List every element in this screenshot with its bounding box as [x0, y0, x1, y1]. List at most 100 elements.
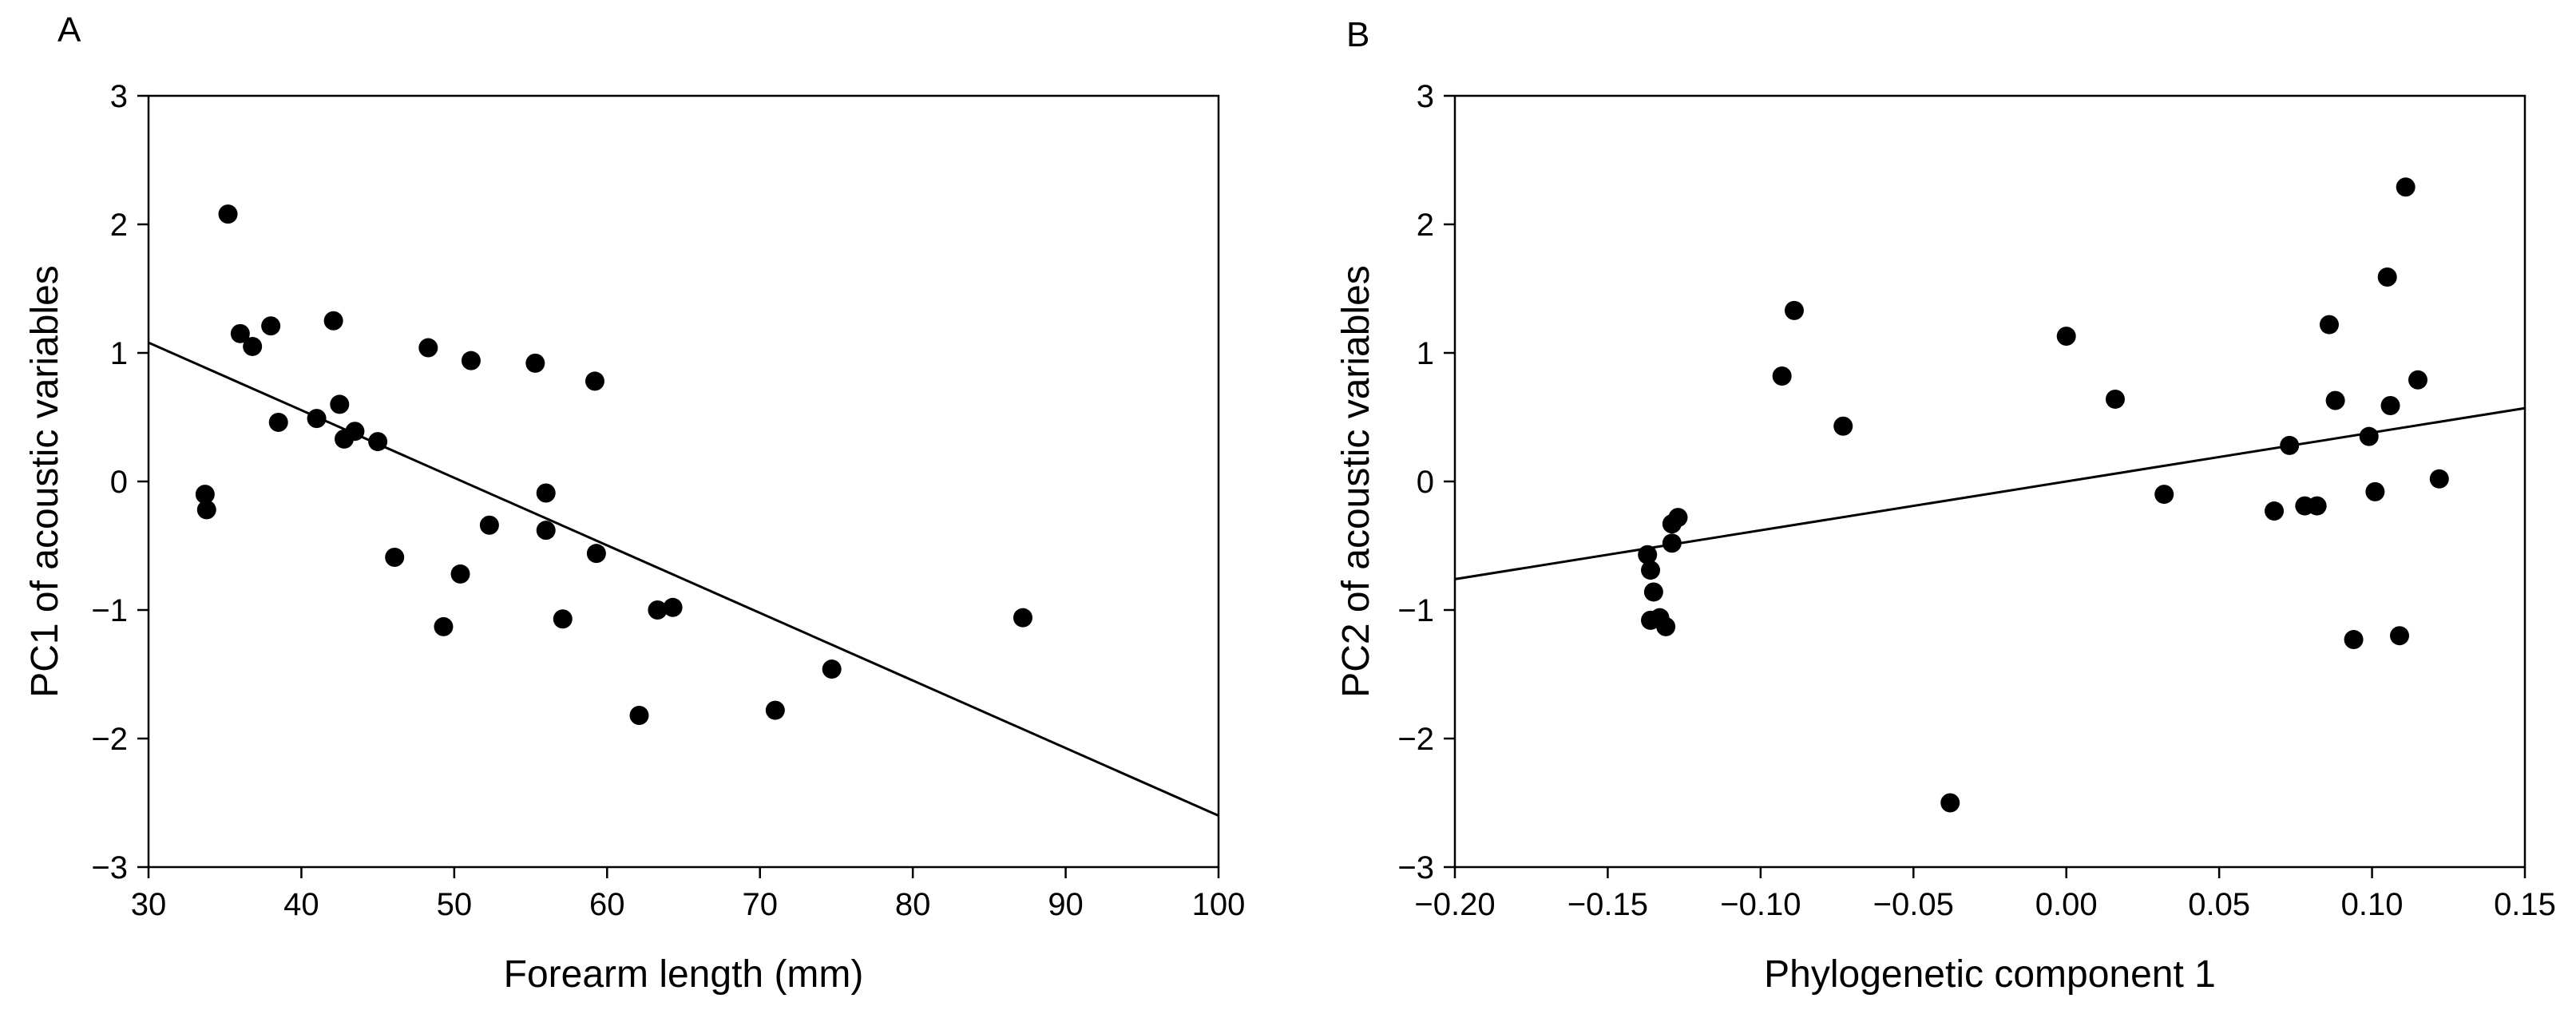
data-point [525, 353, 545, 373]
y-tick-label: 1 [110, 336, 128, 371]
data-point [418, 338, 438, 358]
y-tick-label: 0 [110, 465, 128, 500]
data-point [536, 521, 556, 541]
y-tick-label: 2 [1417, 208, 1434, 243]
y-tick-label: 0 [1417, 465, 1434, 500]
data-point [385, 547, 405, 567]
x-tick-label: 0.10 [2341, 887, 2404, 922]
data-point [2429, 469, 2449, 489]
y-tick-label: 3 [110, 79, 128, 114]
x-tick-label: 90 [1048, 887, 1084, 922]
x-tick-label: 50 [437, 887, 473, 922]
data-point [585, 371, 604, 391]
data-point [648, 600, 668, 620]
data-point [1641, 560, 1661, 580]
data-point [2307, 496, 2327, 516]
data-point [323, 311, 343, 331]
data-point [2325, 390, 2345, 410]
y-axis-title: PC2 of acoustic variables [1335, 265, 1377, 698]
x-tick-label: 100 [1192, 887, 1246, 922]
data-point [230, 323, 250, 343]
data-point [461, 351, 481, 370]
x-axis-title: Phylogenetic component 1 [1764, 953, 2216, 996]
panel-a-chart: A 30 40 50 60 70 80 90 100 −3 −2 −1 0 1 2 3 Forearm leng… [24, 10, 1245, 996]
x-tick-label: −0.20 [1414, 887, 1495, 922]
data-point [1940, 793, 1960, 813]
data-point [268, 412, 288, 432]
panel-letter-b: B [1346, 15, 1369, 54]
y-axis-title: PC1 of acoustic variables [24, 265, 66, 698]
data-point [218, 204, 238, 224]
data-point [1772, 366, 1792, 386]
data-point [2105, 389, 2125, 409]
y-tick-label: −3 [91, 850, 128, 885]
data-point [450, 564, 470, 584]
data-point [629, 706, 649, 726]
x-tick-label: −0.15 [1567, 887, 1648, 922]
data-point [2396, 177, 2415, 197]
data-point [330, 394, 350, 414]
panel-letter-a: A [57, 10, 81, 50]
data-point [2390, 626, 2410, 646]
data-point [2365, 481, 2385, 501]
data-point [2344, 630, 2364, 650]
plot-frame [147, 94, 1220, 869]
regression-line [1454, 406, 2526, 580]
data-point [1833, 416, 1853, 436]
data-point [368, 432, 388, 452]
y-tick-label: 3 [1417, 79, 1434, 114]
data-point [1662, 533, 1682, 553]
data-point [1784, 300, 1804, 320]
data-point [663, 597, 683, 617]
y-tick-label: 2 [110, 208, 128, 243]
panel-b-chart: B −0.20 −0.15 −0.10 −0.05 0.00 0.05 0.10 0.15 −3 −… [1335, 15, 2556, 996]
data-point [243, 336, 263, 356]
x-tick-label: 60 [589, 887, 625, 922]
regression-line [148, 341, 1219, 817]
data-point [822, 659, 842, 679]
data-point [2056, 327, 2076, 347]
data-point [1638, 545, 1658, 564]
data-point [1656, 616, 1676, 636]
x-tick-label: 70 [742, 887, 778, 922]
data-point [2380, 396, 2400, 416]
data-point [1643, 582, 1663, 602]
x-tick-label: 0.00 [2035, 887, 2098, 922]
x-tick-label: 30 [131, 887, 167, 922]
x-tick-label: 80 [895, 887, 931, 922]
data-point [536, 483, 556, 503]
plot-frame [1453, 94, 2526, 869]
y-tick-label: −3 [1397, 850, 1434, 885]
data-point [2154, 485, 2174, 505]
data-point [2280, 435, 2300, 455]
x-tick-label: 0.15 [2494, 887, 2556, 922]
x-tick-label: 40 [283, 887, 319, 922]
x-tick-label: −0.05 [1873, 887, 1954, 922]
y-tick-label: −2 [1397, 722, 1434, 757]
data-point [1013, 608, 1032, 628]
y-tick-label: 1 [1417, 336, 1434, 371]
data-point [195, 485, 215, 505]
data-point [2359, 426, 2379, 446]
data-point [765, 700, 785, 720]
data-point [2265, 501, 2285, 521]
data-point [2408, 370, 2427, 390]
x-axis-title: Forearm length (mm) [504, 953, 864, 996]
data-point [196, 500, 216, 520]
data-point [2319, 315, 2339, 335]
data-point [2377, 267, 2397, 287]
y-tick-label: −2 [91, 722, 128, 757]
data-point [307, 409, 327, 429]
data-point [261, 316, 281, 336]
data-point [586, 544, 606, 564]
data-point [553, 609, 573, 629]
x-tick-label: 0.05 [2188, 887, 2250, 922]
y-tick-label: −1 [91, 593, 128, 628]
y-tick-label: −1 [1397, 593, 1434, 628]
x-tick-label: −0.10 [1720, 887, 1801, 922]
data-point [1668, 508, 1688, 528]
data-point [434, 616, 454, 636]
data-point [479, 515, 499, 535]
data-point [345, 422, 365, 442]
